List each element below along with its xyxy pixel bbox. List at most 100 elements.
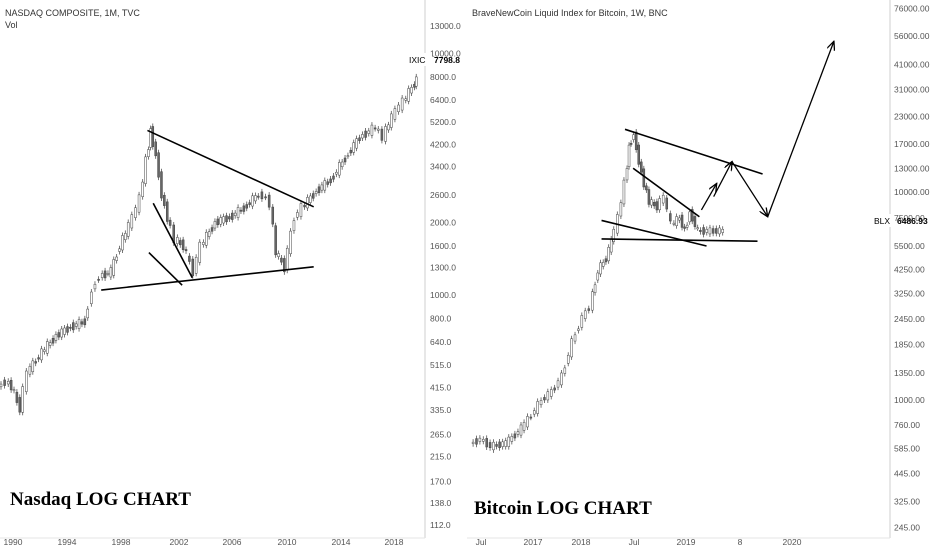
candle-body xyxy=(384,126,387,142)
x-tick-label: Jul xyxy=(629,537,640,547)
candle-body xyxy=(126,222,130,237)
candle-body xyxy=(397,104,400,113)
candle-body xyxy=(504,440,507,447)
x-tick-label: 2018 xyxy=(572,537,591,547)
candle-body xyxy=(25,370,28,392)
candle-body xyxy=(335,171,338,175)
candle-body xyxy=(482,438,485,442)
candle-body xyxy=(233,212,237,216)
x-tick-label: 2014 xyxy=(332,537,351,547)
candle-body xyxy=(607,247,610,262)
candle-body xyxy=(271,206,275,225)
candle-body xyxy=(245,204,248,209)
candle-body xyxy=(393,108,397,120)
candle-body xyxy=(90,291,93,304)
candle-body xyxy=(97,278,100,281)
candle-body xyxy=(529,416,533,419)
candle-body xyxy=(141,181,144,197)
candle-body xyxy=(629,143,633,145)
candle-body xyxy=(184,249,188,252)
candle-body xyxy=(207,231,211,237)
y-tick-label: 245.00 xyxy=(894,522,920,532)
candle-body xyxy=(289,230,292,255)
symbol-badge-bg xyxy=(406,53,432,66)
candle-body xyxy=(688,211,691,223)
y-tick-label: 170.0 xyxy=(430,476,452,486)
candle-body xyxy=(165,201,169,222)
candle-body xyxy=(536,401,539,414)
candle-body xyxy=(355,138,358,149)
candle-body xyxy=(543,397,546,401)
symbol-badge: BLX xyxy=(874,216,890,226)
candle-body xyxy=(179,240,182,246)
candle-body xyxy=(198,241,202,263)
candle-body xyxy=(367,130,371,134)
candle-body xyxy=(702,227,705,235)
candle-body xyxy=(18,397,22,413)
candle-body xyxy=(299,203,303,217)
wedge-lower-line xyxy=(148,252,183,286)
candle-body xyxy=(326,181,329,185)
chart-big-title: Bitcoin LOG CHART xyxy=(474,498,652,519)
x-tick-label: 1998 xyxy=(112,537,131,547)
candle-body xyxy=(685,224,689,228)
candle-body xyxy=(721,229,724,233)
candle-body xyxy=(519,424,523,436)
candle-body xyxy=(708,227,712,235)
candle-body xyxy=(320,184,324,191)
candle-body xyxy=(699,229,702,232)
candle-body xyxy=(390,113,393,128)
y-tick-label: 5500.00 xyxy=(894,241,925,251)
candle-body xyxy=(306,197,309,209)
y-tick-label: 640.0 xyxy=(430,337,452,347)
candle-body xyxy=(349,149,353,154)
y-tick-label: 10000.00 xyxy=(894,187,930,197)
candles xyxy=(471,128,724,453)
candle-body xyxy=(43,349,46,352)
candle-body xyxy=(471,441,475,444)
candle-body xyxy=(309,195,312,203)
candle-body xyxy=(387,124,390,131)
candle-body xyxy=(283,258,286,273)
candle-body xyxy=(364,130,367,138)
candle-body xyxy=(34,361,37,364)
candle-body xyxy=(191,258,195,277)
symbol-badge: IXIC xyxy=(409,55,426,65)
candle-body xyxy=(675,216,678,226)
x-tick-label: 2020 xyxy=(783,537,802,547)
candle-body xyxy=(60,328,63,338)
candle-body xyxy=(346,155,350,158)
x-tick-label: 2002 xyxy=(170,537,189,547)
x-tick-label: 2019 xyxy=(677,537,696,547)
candle-body xyxy=(0,383,3,388)
candle-body xyxy=(678,217,681,221)
y-tick-label: 1350.00 xyxy=(894,368,925,378)
candle-body xyxy=(157,152,160,178)
candle-body xyxy=(596,272,600,281)
x-tick-label: Jul xyxy=(476,537,487,547)
candle-body xyxy=(77,319,81,329)
candle-body xyxy=(495,444,498,447)
y-tick-label: 10000.0 xyxy=(430,48,461,58)
y-tick-label: 7500.00 xyxy=(894,213,925,223)
candle-body xyxy=(213,221,217,229)
last-value-label: 7798.8 xyxy=(434,55,460,65)
candle-body xyxy=(665,197,669,210)
y-tick-label: 325.00 xyxy=(894,497,920,507)
candle-body xyxy=(151,126,155,147)
candle-body xyxy=(373,127,377,130)
candle-body xyxy=(257,195,260,198)
candle-body xyxy=(637,144,640,165)
candle-body xyxy=(715,228,718,234)
y-tick-label: 4250.00 xyxy=(894,264,925,274)
candle-body xyxy=(37,357,40,360)
projection-up-2-arrow xyxy=(713,162,732,197)
candle-body xyxy=(609,238,613,253)
candle-body xyxy=(407,88,410,102)
upper-trendline-line xyxy=(147,129,315,208)
y-tick-label: 5200.0 xyxy=(430,117,456,127)
y-tick-label: 445.00 xyxy=(894,468,920,478)
candle-body xyxy=(690,209,694,222)
inner-lower-line xyxy=(601,219,707,247)
candle-body xyxy=(106,273,110,275)
